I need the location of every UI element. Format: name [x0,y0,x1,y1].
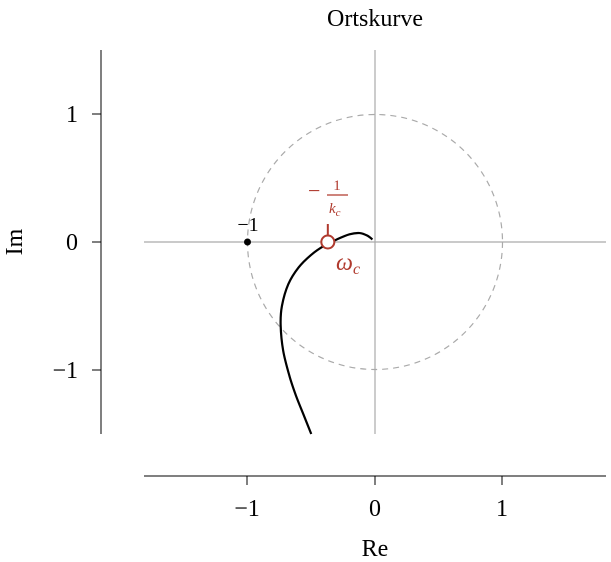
critical-point-marker [320,234,336,250]
minus-one-label: −1 [237,214,258,236]
x-tick-label-minus1: −1 [234,496,260,522]
x-axis-title: Re [362,536,389,562]
x-tick-label-0: 0 [369,496,381,522]
minus-one-point [244,238,251,246]
omega-c-label: ωc [336,250,360,278]
critical-label-minus: − [308,178,320,203]
y-axis-title: Im [2,228,28,255]
x-tick-label-1: 1 [496,496,508,522]
y-tick-label-1: 1 [66,102,78,128]
critical-label-denominator: kc [329,201,341,219]
nyquist-curve [279,231,374,435]
y-tick-label-minus1: −1 [52,358,78,384]
critical-label-k-sub: c [336,207,341,219]
chart-title: Ortskurve [327,6,423,32]
critical-label-numerator: 1 [333,178,341,194]
critical-label-k: k [329,201,336,217]
y-tick-label-0: 0 [66,230,78,256]
omega-symbol: ω [336,250,353,276]
omega-subscript: c [353,261,360,278]
